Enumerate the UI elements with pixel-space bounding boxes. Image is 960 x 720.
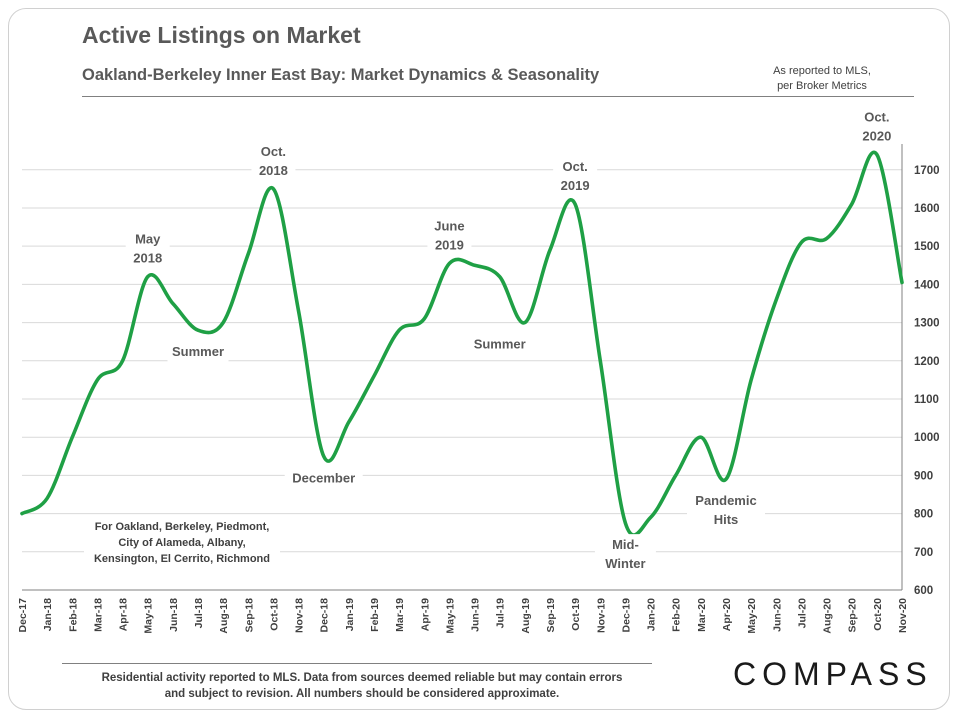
annotation-label: Hits [714, 512, 739, 527]
annotation-background [427, 215, 472, 256]
annotation-background [284, 467, 363, 489]
annotation-label: Mid- [612, 537, 639, 552]
disclaimer-line: Residential activity reported to MLS. Da… [101, 672, 623, 684]
x-tick-label: Apr-19 [419, 598, 431, 631]
annotation-label: Summer [172, 344, 224, 359]
annotation-label: Oct. [864, 109, 889, 124]
chart-subtitle: Oakland-Berkeley Inner East Bay: Market … [82, 66, 600, 84]
annotation-background [553, 156, 598, 197]
note-line: Kensington, El Cerrito, Richmond [94, 553, 270, 565]
annotation-label: 2018 [133, 251, 162, 266]
annotation-background [854, 106, 899, 147]
x-tick-label: Oct-18 [268, 598, 280, 631]
y-tick-label: 1300 [914, 318, 940, 330]
x-tick-label: Dec-18 [319, 598, 331, 633]
x-tick-label: Jan-18 [42, 598, 54, 631]
annotation-label: Pandemic [695, 493, 756, 508]
x-tick-label: Apr-20 [721, 598, 733, 631]
y-tick-label: 800 [914, 509, 933, 521]
annotation-background [687, 490, 765, 531]
x-tick-label: Jul-18 [193, 598, 205, 629]
x-tick-label: Nov-19 [595, 598, 607, 633]
x-tick-label: Oct-20 [872, 598, 884, 631]
annotation-background [167, 341, 229, 363]
annotation-label: May [135, 232, 161, 247]
footer-divider [62, 663, 652, 664]
note-line: For Oakland, Berkeley, Piedmont, [95, 521, 270, 533]
annotation-background [469, 333, 531, 355]
x-tick-label: Nov-20 [897, 598, 909, 633]
x-tick-label: Jul-20 [796, 598, 808, 629]
annotation-label: December [292, 470, 355, 485]
annotation-label: 2019 [561, 178, 590, 193]
x-tick-label: Dec-19 [620, 598, 632, 633]
x-tick-label: Sep-19 [545, 598, 557, 633]
annotation-background [125, 228, 170, 269]
x-tick-label: Feb-20 [671, 598, 683, 632]
title-divider [82, 96, 914, 97]
annotation-background [594, 534, 656, 575]
y-tick-label: 1100 [914, 394, 939, 406]
annotation-label: Winter [605, 556, 645, 571]
y-tick-label: 1400 [914, 279, 940, 291]
x-tick-label: Feb-19 [369, 598, 381, 632]
x-tick-label: Jan-19 [344, 598, 356, 631]
annotation-label: Summer [474, 337, 526, 352]
x-tick-label: Mar-19 [394, 598, 406, 632]
annotation-label: 2020 [862, 128, 891, 143]
x-tick-label: Aug-19 [520, 598, 532, 634]
x-tick-label: Apr-18 [118, 598, 130, 631]
x-tick-label: Feb-18 [67, 598, 79, 632]
x-tick-label: Jan-20 [646, 598, 658, 631]
y-tick-label: 700 [914, 547, 933, 559]
chart-frame [8, 8, 950, 710]
x-tick-label: Aug-18 [218, 598, 230, 634]
y-tick-label: 1000 [914, 432, 940, 444]
y-tick-label: 1600 [914, 203, 940, 215]
annotation-label: 2018 [259, 163, 288, 178]
x-tick-label: Jul-19 [495, 598, 507, 629]
compass-logo: COMPASS [733, 656, 933, 692]
x-tick-label: Jun-18 [168, 598, 180, 632]
x-tick-label: Aug-20 [822, 598, 834, 634]
x-tick-label: May-19 [444, 598, 456, 634]
annotation-label: Oct. [562, 159, 587, 174]
x-tick-label: Sep-18 [243, 598, 255, 633]
annotation-label: Oct. [261, 144, 286, 159]
chart-title: Active Listings on Market [82, 22, 361, 48]
y-tick-label: 1500 [914, 241, 940, 253]
annotation-label: 2019 [435, 237, 464, 252]
footer-disclaimer: Residential activity reported to MLS. Da… [62, 670, 662, 702]
x-tick-label: Sep-20 [847, 598, 859, 633]
x-tick-label: Nov-18 [294, 598, 306, 633]
y-tick-label: 1700 [914, 165, 940, 177]
y-tick-label: 1200 [914, 356, 940, 368]
x-tick-label: Mar-20 [696, 598, 708, 632]
x-tick-label: Oct-19 [570, 598, 582, 631]
series-line-active-listings [20, 150, 904, 537]
source-note-line: As reported to MLS, [773, 65, 871, 77]
disclaimer-line: and subject to revision. All numbers sho… [164, 688, 560, 700]
x-tick-label: Dec-17 [17, 598, 29, 633]
x-tick-label: May-20 [746, 598, 758, 634]
x-tick-label: May-18 [143, 598, 155, 634]
x-tick-label: Mar-18 [92, 598, 104, 632]
source-note-line: per Broker Metrics [777, 80, 867, 92]
note-background [84, 517, 280, 569]
source-note: As reported to MLS, per Broker Metrics [742, 64, 902, 94]
x-tick-label: Jun-20 [771, 598, 783, 632]
note-line: City of Alameda, Albany, [118, 537, 245, 549]
x-tick-label: Jun-19 [470, 598, 482, 632]
annotation-background [251, 140, 296, 181]
y-tick-label: 600 [914, 585, 933, 597]
annotation-label: June [434, 218, 464, 233]
y-tick-label: 900 [914, 470, 933, 482]
